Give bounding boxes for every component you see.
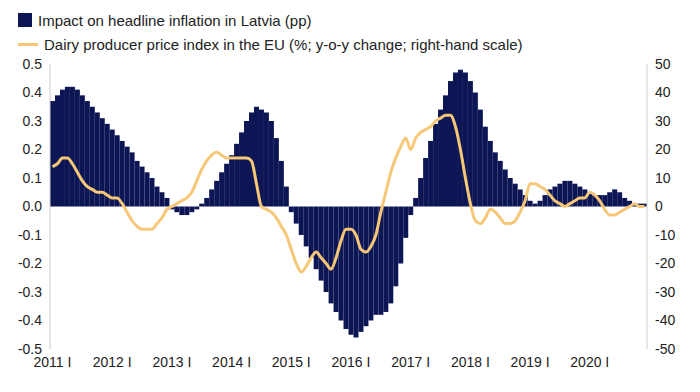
svg-text:30: 30	[655, 113, 671, 129]
svg-text:-0.1: -0.1	[18, 227, 42, 243]
svg-text:-40: -40	[655, 312, 675, 328]
svg-text:2013 I: 2013 I	[152, 354, 191, 370]
svg-text:40: 40	[655, 84, 671, 100]
svg-text:-20: -20	[655, 255, 675, 271]
html-text:Dairy producer price index in: Dairy producer price index in the EU (%;…	[44, 35, 523, 53]
svg-text:0: 0	[655, 198, 663, 214]
svg-text:-10: -10	[655, 227, 675, 243]
svg-text:0.4: 0.4	[23, 84, 43, 100]
svg-text:2018 I: 2018 I	[451, 354, 490, 370]
svg-text:2016 I: 2016 I	[332, 354, 371, 370]
svg-text:0.5: 0.5	[23, 56, 43, 72]
svg-text:-30: -30	[655, 284, 675, 300]
svg-text:2017 I: 2017 I	[391, 354, 430, 370]
svg-text:0.0: 0.0	[23, 198, 43, 214]
svg-text:2011 I: 2011 I	[33, 353, 72, 370]
svg-text:-0.5: -0.5	[18, 341, 42, 357]
svg-text:10: 10	[655, 170, 671, 186]
svg-text:2019 I: 2019 I	[511, 354, 550, 370]
svg-text:20: 20	[655, 141, 671, 157]
svg-text:-0.2: -0.2	[18, 255, 42, 271]
svg-text:2014 I: 2014 I	[212, 354, 251, 370]
svg-text:-0.3: -0.3	[18, 284, 42, 300]
svg-text:0.3: 0.3	[23, 113, 43, 129]
svg-text:50: 50	[655, 56, 671, 72]
html-text:Impact on headline inflation i: Impact on headline inflation in Latvia (…	[38, 11, 312, 29]
svg-text:-50: -50	[655, 341, 675, 357]
svg-text:-0.4: -0.4	[18, 312, 42, 328]
svg-text:2020 I: 2020 I	[570, 354, 609, 370]
svg-text:0.2: 0.2	[23, 141, 43, 157]
svg-text:2012 I: 2012 I	[93, 354, 132, 370]
svg-text:2015 I: 2015 I	[272, 354, 311, 370]
svg-text:0.1: 0.1	[23, 170, 43, 186]
